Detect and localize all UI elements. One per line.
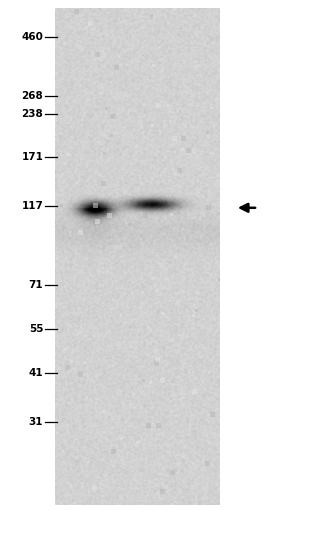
Text: 31: 31 bbox=[29, 417, 43, 427]
Text: 71: 71 bbox=[29, 281, 43, 290]
Text: 238: 238 bbox=[22, 109, 43, 119]
Text: 460: 460 bbox=[22, 32, 43, 42]
Text: 171: 171 bbox=[22, 152, 43, 162]
Text: 268: 268 bbox=[22, 92, 43, 102]
Text: 117: 117 bbox=[22, 201, 43, 211]
Text: 55: 55 bbox=[29, 323, 43, 334]
Text: 41: 41 bbox=[29, 368, 43, 378]
Text: kDa: kDa bbox=[21, 0, 43, 2]
